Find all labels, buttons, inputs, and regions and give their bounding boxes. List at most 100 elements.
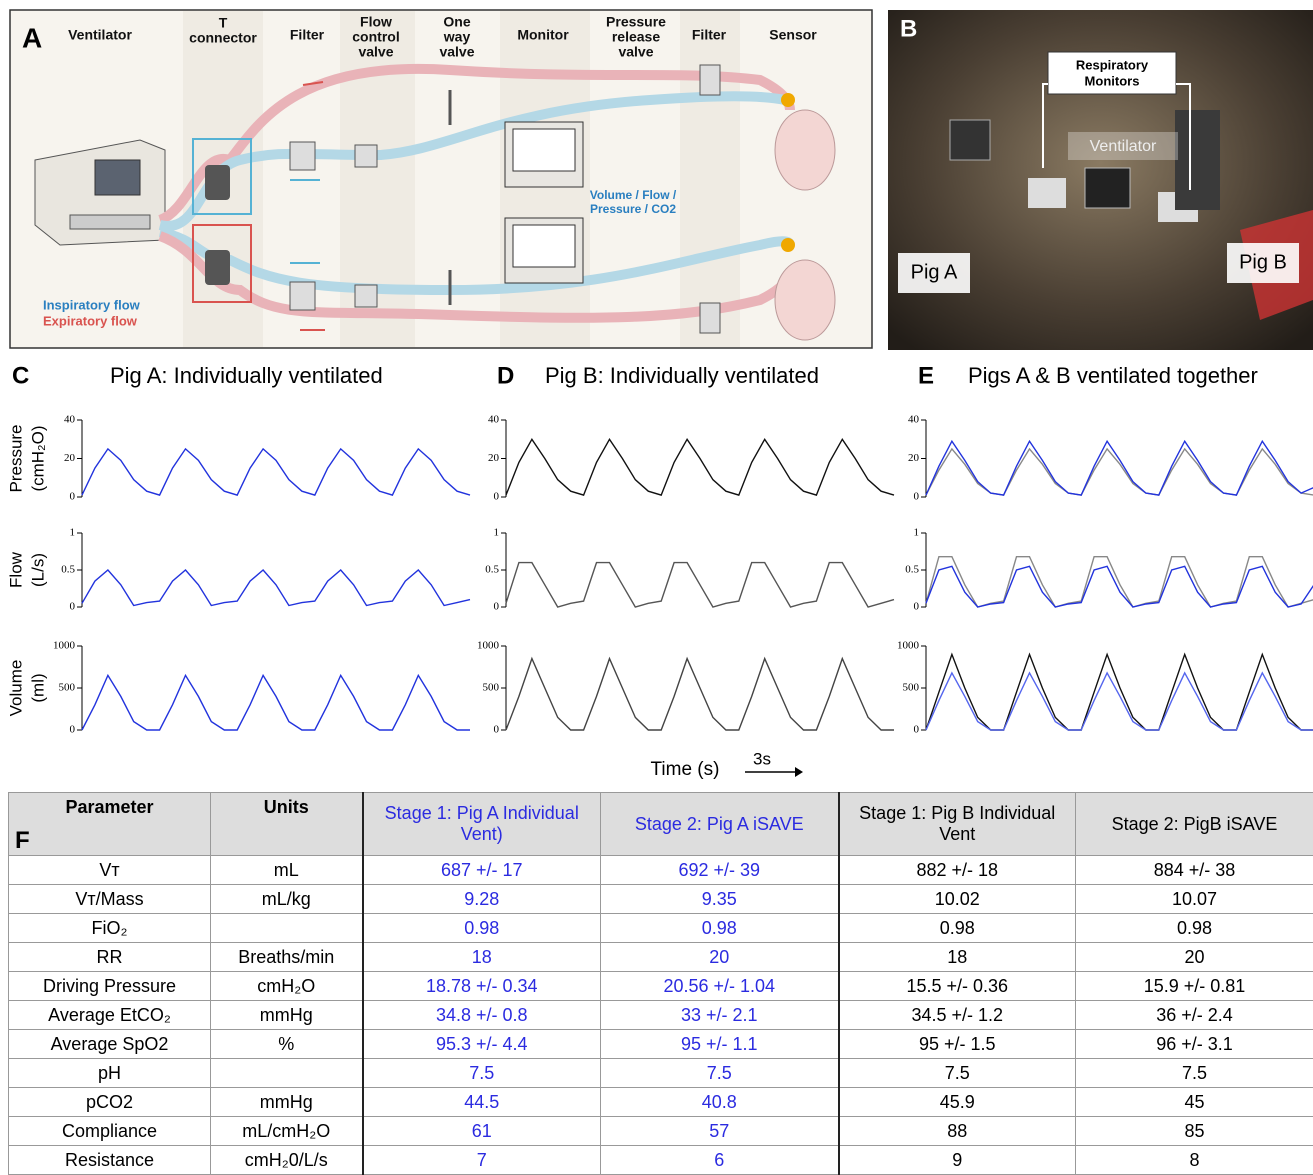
parameter-cell: pH	[9, 1059, 211, 1088]
component-label: valve	[439, 44, 474, 60]
data-line	[82, 570, 470, 606]
photo-label: Monitors	[1085, 73, 1140, 88]
data-line	[82, 675, 470, 730]
panel-title: Pig B: Individually ventilated	[545, 363, 819, 388]
value-cell: 34.8 +/- 0.8	[363, 1001, 601, 1030]
component-label: control	[352, 29, 399, 45]
column-header: Stage 2: PigB iSAVE	[1076, 793, 1313, 856]
unit-cell: mL	[211, 856, 363, 885]
parameter-cell: RR	[9, 943, 211, 972]
value-cell: 95.3 +/- 4.4	[363, 1030, 601, 1059]
panel-letter: F	[15, 830, 30, 851]
unit-cell	[211, 914, 363, 943]
y-axis-label: (ml)	[28, 673, 47, 702]
data-line	[926, 673, 1313, 730]
y-tick-label: 500	[483, 682, 500, 694]
value-cell: 44.5	[363, 1088, 601, 1117]
value-cell: 15.9 +/- 0.81	[1076, 972, 1313, 1001]
y-tick-label: 1000	[897, 640, 920, 652]
data-line	[506, 563, 894, 607]
component-label: Filter	[290, 27, 325, 43]
y-axis-label: Pressure	[6, 424, 25, 492]
component-label: valve	[358, 44, 393, 60]
panel-letter: E	[918, 362, 934, 389]
y-tick-label: 0	[494, 601, 500, 613]
value-cell: 0.98	[363, 914, 601, 943]
monitor-label: Volume / Flow /	[590, 188, 677, 202]
y-tick-label: 1000	[477, 640, 500, 652]
y-tick-label: 1000	[53, 640, 76, 652]
column-header: Stage 1: Pig B Individual Vent	[839, 793, 1076, 856]
parameter-cell: Resistance	[9, 1146, 211, 1175]
y-tick-label: 0	[914, 491, 920, 503]
y-tick-label: 1	[914, 527, 920, 539]
parameter-cell: Driving Pressure	[9, 972, 211, 1001]
value-cell: 7	[363, 1146, 601, 1175]
parameter-cell: Compliance	[9, 1117, 211, 1146]
value-cell: 7.5	[839, 1059, 1076, 1088]
y-axis-label: Flow	[6, 551, 25, 588]
y-tick-label: 0.5	[61, 564, 75, 576]
value-cell: 34.5 +/- 1.2	[839, 1001, 1076, 1030]
parameter-cell: Average SpO2	[9, 1030, 211, 1059]
y-axis-label: Volume	[6, 660, 25, 717]
y-tick-label: 40	[908, 414, 920, 426]
value-cell: 9.35	[601, 885, 839, 914]
component-label: T	[219, 15, 228, 31]
parameter-cell: FiO₂	[9, 914, 211, 943]
y-tick-label: 500	[59, 682, 76, 694]
component-label: valve	[618, 44, 653, 60]
parameter-cell: Vᴛ	[9, 856, 211, 885]
value-cell: 18	[839, 943, 1076, 972]
y-tick-label: 40	[64, 414, 76, 426]
value-cell: 9.28	[363, 885, 601, 914]
value-cell: 882 +/- 18	[839, 856, 1076, 885]
value-cell: 692 +/- 39	[601, 856, 839, 885]
value-cell: 10.07	[1076, 885, 1313, 914]
component-label: Filter	[692, 27, 727, 43]
y-tick-label: 0	[494, 724, 500, 736]
value-cell: 85	[1076, 1117, 1313, 1146]
data-line	[82, 449, 470, 495]
component-label: connector	[189, 30, 257, 46]
y-tick-label: 0	[70, 601, 76, 613]
value-cell: 687 +/- 17	[363, 856, 601, 885]
data-line	[926, 557, 1313, 607]
unit-cell: cmH₂0/L/s	[211, 1146, 363, 1175]
value-cell: 884 +/- 38	[1076, 856, 1313, 885]
value-cell: 45	[1076, 1088, 1313, 1117]
value-cell: 95 +/- 1.1	[601, 1030, 839, 1059]
unit-cell	[211, 1059, 363, 1088]
column-header: Stage 1: Pig A Individual Vent)	[363, 793, 601, 856]
photo-label: Pig B	[1239, 251, 1287, 273]
unit-cell: cmH₂O	[211, 972, 363, 1001]
value-cell: 6	[601, 1146, 839, 1175]
column-header: Stage 2: Pig A iSAVE	[601, 793, 839, 856]
panel-letter: A	[22, 22, 42, 53]
data-line	[926, 654, 1313, 730]
value-cell: 61	[363, 1117, 601, 1146]
value-cell: 0.98	[601, 914, 839, 943]
value-cell: 18	[363, 943, 601, 972]
value-cell: 20	[1076, 943, 1313, 972]
y-tick-label: 500	[903, 682, 920, 694]
value-cell: 20.56 +/- 1.04	[601, 972, 839, 1001]
y-tick-label: 0	[914, 601, 920, 613]
unit-cell: %	[211, 1030, 363, 1059]
component-label: Flow	[360, 14, 392, 30]
data-line	[506, 439, 894, 495]
photo-label: Pig A	[911, 261, 958, 283]
panel-letter: B	[900, 15, 917, 42]
x-axis-label: Time (s)	[651, 759, 720, 780]
panel-letter: D	[497, 362, 514, 389]
flow-legend: Expiratory flow	[43, 313, 138, 328]
